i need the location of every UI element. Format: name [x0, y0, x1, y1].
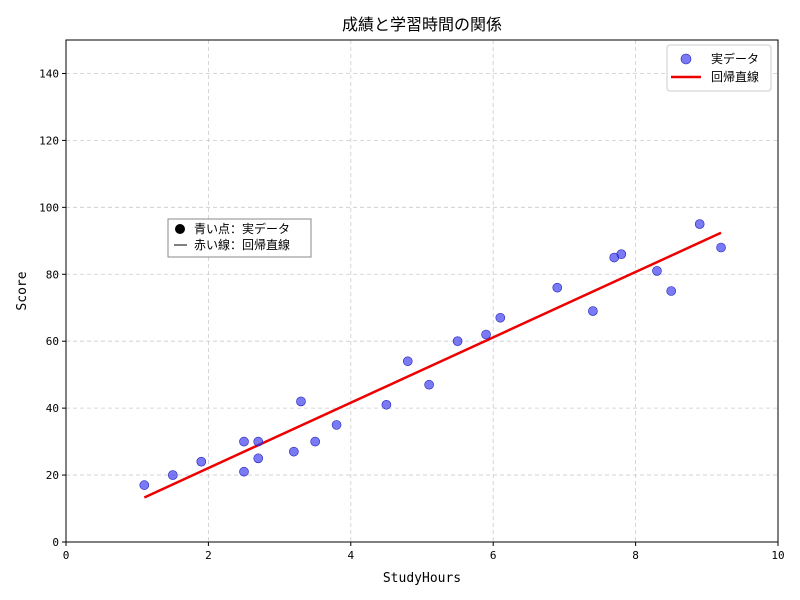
- data-point: [588, 306, 598, 316]
- data-point: [381, 399, 392, 410]
- data-point: [239, 466, 249, 477]
- data-point: [716, 242, 726, 253]
- data-point: [239, 436, 249, 447]
- annotation-line-2: 赤い線：回帰直線: [194, 237, 290, 252]
- data-point: [139, 480, 150, 490]
- x-tick-label: 2: [205, 549, 212, 562]
- data-point: [253, 453, 264, 464]
- x-tick-label: 4: [347, 549, 354, 562]
- annotation-dot-icon: [175, 224, 185, 234]
- regression-line: [143, 231, 722, 499]
- data-point: [168, 470, 178, 480]
- x-axis-ticks: 0 2 4 6 8 10: [63, 542, 785, 562]
- y-tick-label: 0: [52, 536, 59, 549]
- data-point: [495, 312, 506, 323]
- regression-line-layer: [143, 231, 722, 499]
- y-tick-label: 40: [46, 402, 59, 415]
- y-tick-label: 120: [39, 134, 59, 147]
- y-axis-ticks: 0 20 40 60 80 100 120 140: [39, 67, 66, 549]
- y-tick-label: 60: [46, 335, 59, 348]
- annotation-box: 青い点：実データ 赤い線：回帰直線: [167, 218, 312, 258]
- data-point: [289, 446, 299, 457]
- data-point: [652, 266, 662, 276]
- data-point: [196, 456, 207, 467]
- x-tick-label: 0: [63, 549, 70, 562]
- data-point: [402, 356, 413, 367]
- y-tick-label: 140: [39, 67, 59, 80]
- chart-title: 成績と学習時間の関係: [342, 15, 502, 34]
- legend-scatter-marker: [680, 53, 692, 65]
- annotation-line-1: 青い点：実データ: [194, 221, 290, 236]
- data-point: [481, 329, 491, 340]
- data-point: [296, 396, 306, 407]
- x-axis-label: StudyHours: [383, 571, 461, 586]
- data-point: [694, 219, 705, 229]
- plot-frame: [65, 39, 779, 543]
- y-tick-label: 100: [39, 201, 59, 214]
- y-tick-label: 20: [46, 469, 59, 482]
- data-point: [666, 286, 677, 296]
- data-point: [616, 249, 627, 259]
- y-axis-label: Score: [15, 271, 30, 310]
- data-point: [310, 436, 321, 447]
- scatter-points-layer: [139, 219, 726, 490]
- data-point: [552, 282, 563, 293]
- y-tick-label: 80: [46, 268, 59, 281]
- legend-scatter-label: 実データ: [711, 51, 759, 66]
- x-tick-label: 8: [632, 549, 639, 562]
- x-tick-label: 10: [771, 549, 784, 562]
- data-point: [452, 336, 463, 347]
- legend-line-label: 回帰直線: [711, 69, 759, 84]
- data-point: [331, 420, 342, 430]
- data-point: [253, 436, 264, 447]
- x-tick-label: 6: [490, 549, 497, 562]
- legend: 実データ 回帰直線: [666, 44, 772, 92]
- data-point: [424, 379, 434, 390]
